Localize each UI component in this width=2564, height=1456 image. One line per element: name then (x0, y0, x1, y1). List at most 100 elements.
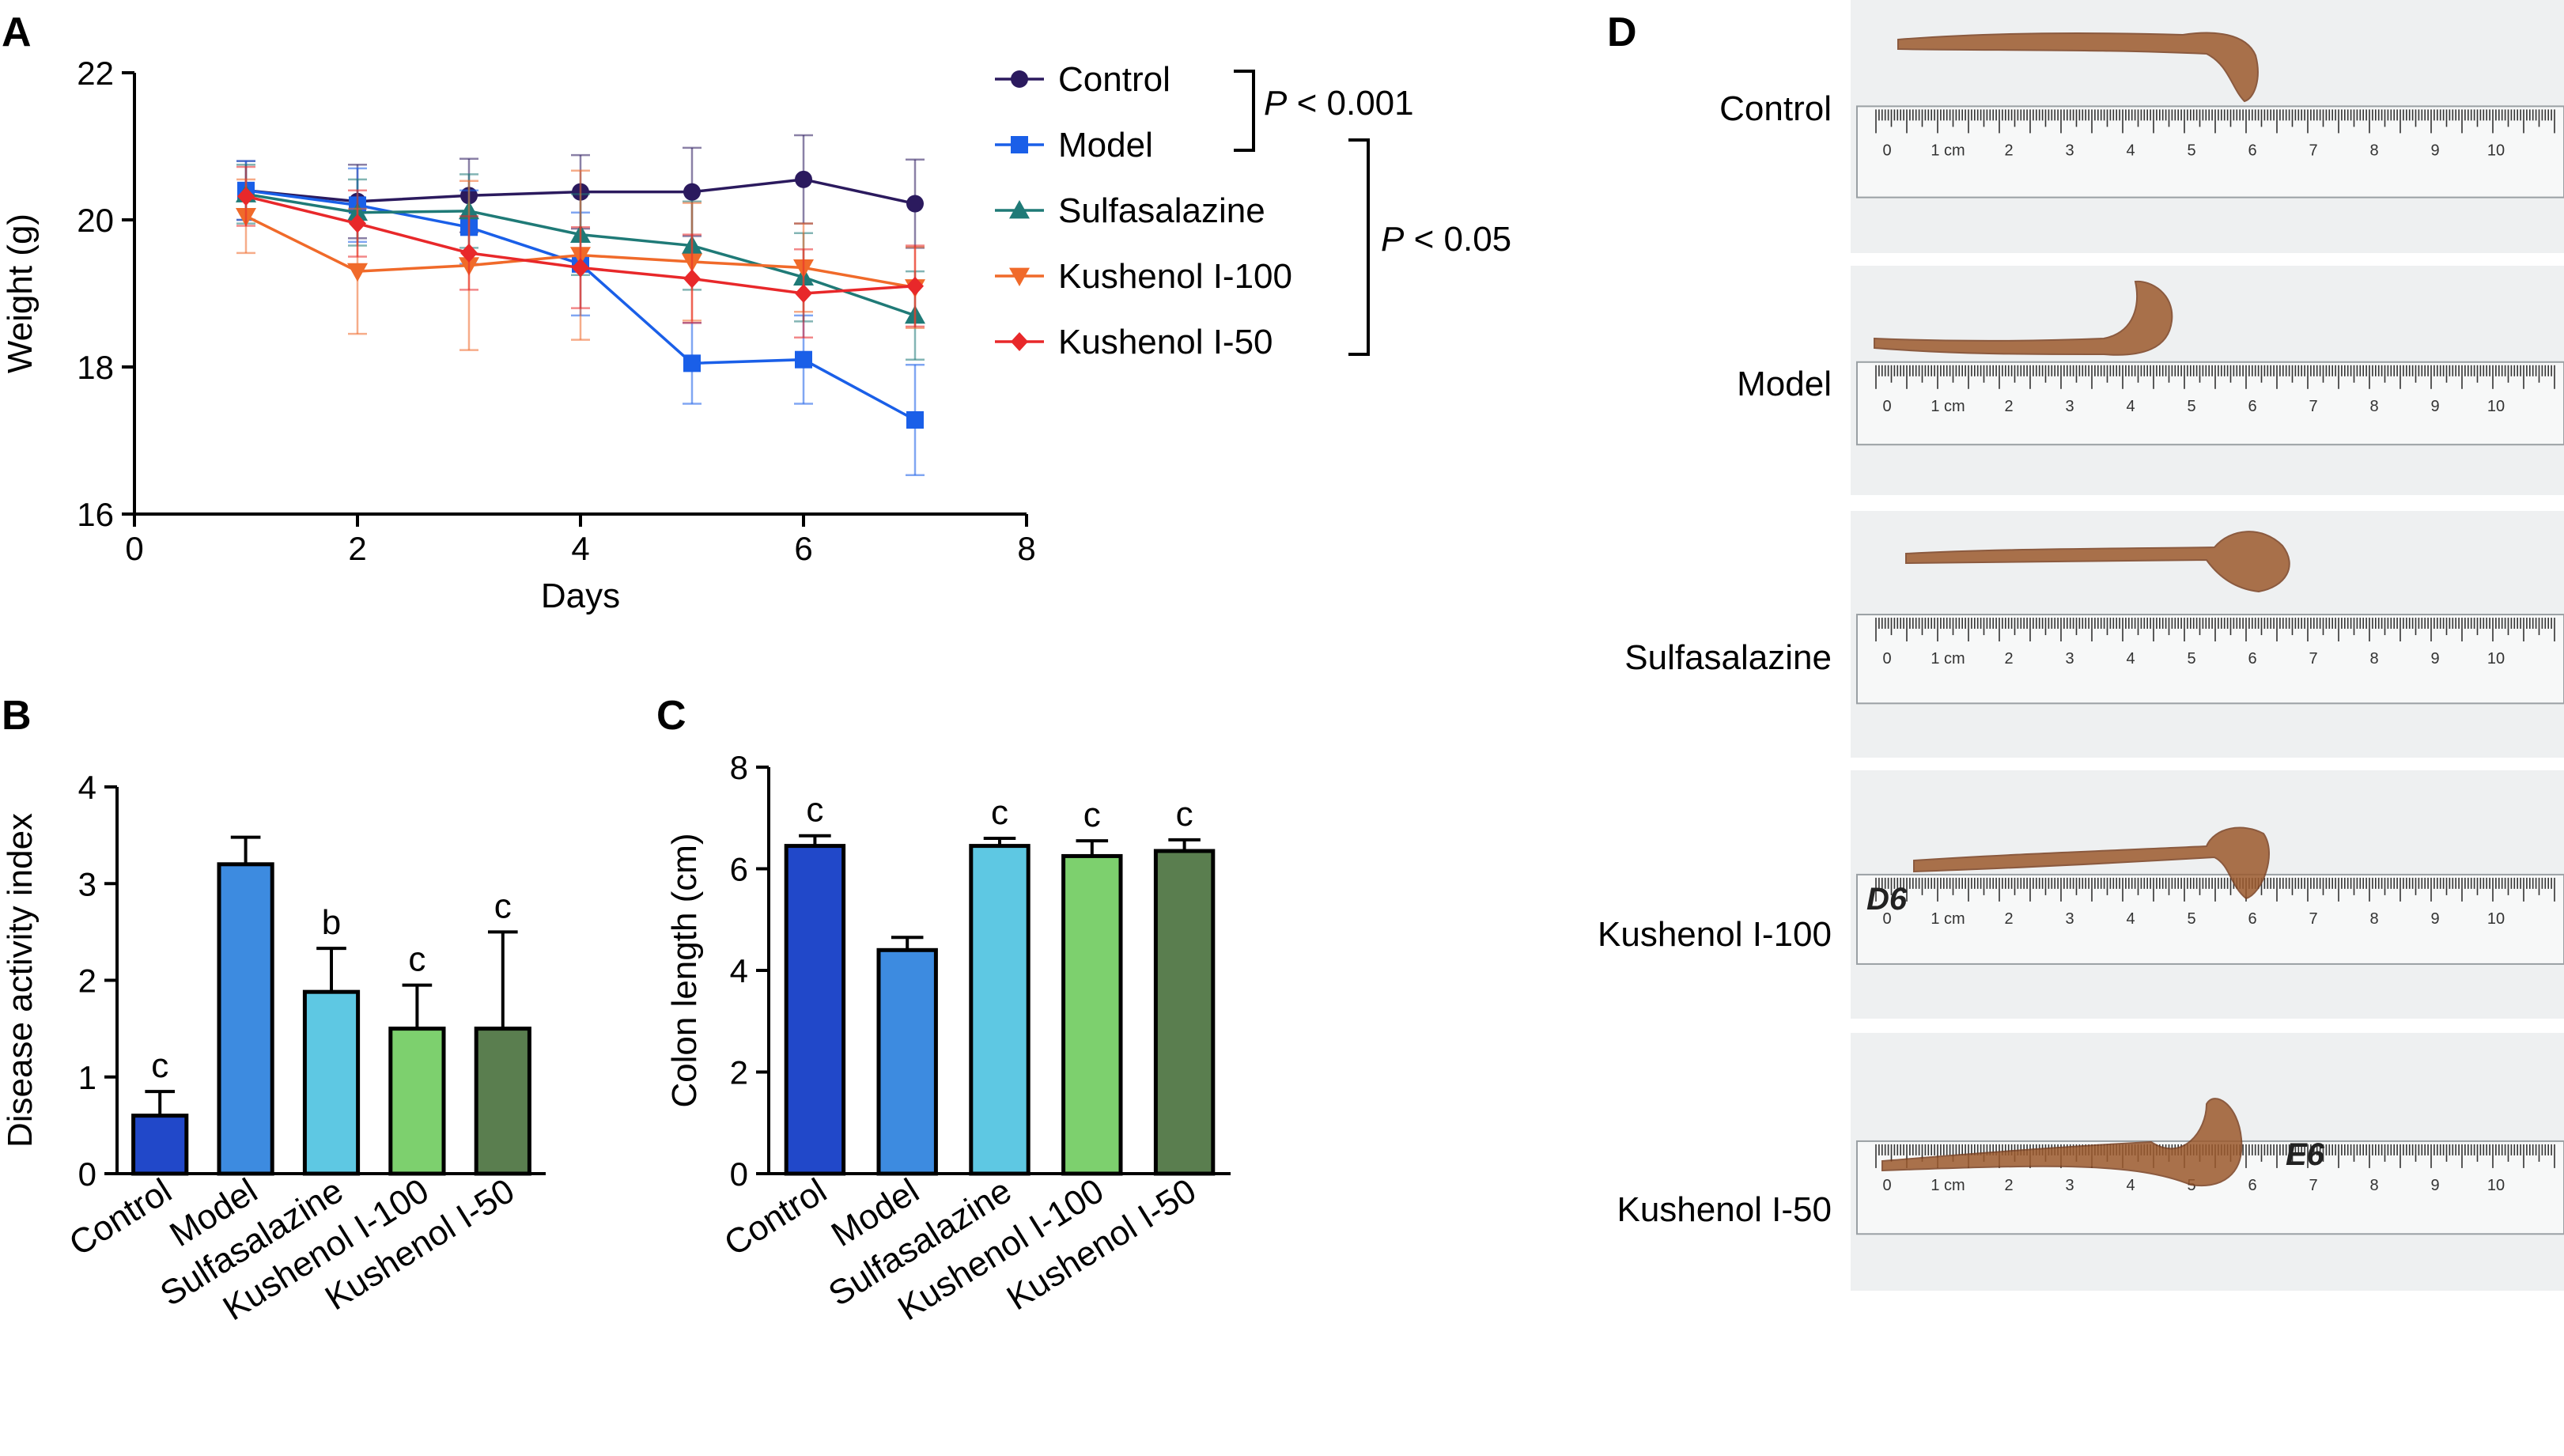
p-threshold: < 0.05 (1404, 220, 1511, 259)
ruler-number: 8 (2369, 398, 2378, 415)
ruler-number: 7 (2309, 142, 2317, 159)
ruler-number: 7 (2309, 650, 2317, 667)
data-point (906, 276, 924, 296)
data-point (795, 284, 812, 303)
data-point (683, 269, 701, 289)
ruler-number: 0 (1882, 650, 1891, 667)
data-point (237, 187, 255, 206)
ruler-number: 10 (2487, 142, 2505, 159)
panel-label-c: C (656, 693, 686, 739)
weight-chart-legend: Control Model Sulfasalazine Kushenol I-100 K… (995, 60, 1292, 361)
handwritten-mark: D6 (1866, 882, 1908, 917)
bar-sulfasalazine (302, 989, 361, 1176)
significance-letter: c (494, 887, 512, 925)
weight-chart-series (236, 134, 925, 476)
y-tick-label: 0 (78, 1155, 96, 1193)
significance-bracket (1234, 70, 1255, 152)
bar-control (784, 844, 846, 1176)
y-tick-label: 0 (730, 1155, 748, 1193)
ruler-number: 1 cm (1931, 398, 1965, 415)
y-tick-label: 3 (78, 865, 96, 902)
ruler-number: 7 (2309, 910, 2317, 928)
y-axis-title: Disease activity index (1, 813, 40, 1148)
ruler-number: 10 (2487, 650, 2505, 667)
significance-letter: c (151, 1046, 168, 1085)
ruler-number: 2 (2004, 650, 2013, 667)
ruler-number: 6 (2248, 142, 2256, 159)
significance-letter: c (408, 940, 425, 979)
ruler-number: 5 (2187, 910, 2195, 928)
colon-tissue (1905, 531, 2290, 593)
significance-label: P < 0.05 (1381, 220, 1511, 259)
ruler-number: 1 cm (1931, 142, 1965, 159)
ruler-number: 3 (2065, 398, 2074, 415)
data-point (683, 354, 701, 373)
ruler-number: 7 (2309, 1177, 2317, 1194)
y-tick-label: 20 (77, 202, 114, 239)
photo-label: Kushenol I-50 (1617, 1190, 1832, 1229)
ruler-number: 4 (2126, 910, 2135, 928)
ruler-number: 6 (2248, 650, 2256, 667)
bar-kushenol-i-100 (388, 1027, 446, 1176)
significance-letter: c (991, 793, 1008, 832)
ruler-number: 4 (2126, 142, 2135, 159)
data-point (460, 243, 478, 263)
data-point (906, 410, 924, 429)
photo-label: Sulfasalazine (1624, 638, 1832, 677)
legend-label: Sulfasalazine (1058, 191, 1265, 230)
ruler-number: 10 (2487, 1177, 2505, 1194)
ruler-number: 8 (2369, 142, 2378, 159)
ruler-number: 8 (2369, 1177, 2378, 1194)
ruler-number: 5 (2187, 142, 2195, 159)
y-tick-label: 4 (78, 769, 96, 806)
weight-line-chart: 16 18 20 22 0 2 4 6 8 Days Weight (g) Control Model… (1, 55, 1511, 615)
ruler-number: 3 (2065, 142, 2074, 159)
photo-label: Kushenol I-100 (1598, 915, 1832, 954)
data-point (572, 258, 589, 278)
significance-letter: c (806, 791, 823, 830)
data-point (906, 195, 924, 213)
colon-tissue (1897, 32, 2259, 103)
weight-chart-axes: 16 18 20 22 0 2 4 6 8 Days Weight (g) (1, 55, 1036, 615)
ruler-number: 10 (2487, 910, 2505, 928)
y-tick-label: 6 (730, 851, 748, 888)
legend-marker (1011, 70, 1028, 88)
data-point (795, 170, 812, 188)
ruler-number: 6 (2248, 910, 2256, 928)
significance-bracket (1348, 138, 1370, 356)
photo-model: 0 1 cm 2 3 4 5 6 7 8 9 10 (1851, 266, 2564, 495)
colon-tissue (1874, 280, 2173, 356)
ruler-number: 9 (2430, 142, 2439, 159)
legend-marker (1009, 267, 1030, 286)
x-tick-label: 4 (571, 530, 589, 567)
photo-control: 0 1 cm 2 3 4 5 6 7 8 9 10 (1851, 0, 2564, 253)
y-axis-title: Weight (g) (1, 214, 40, 373)
ruler-number: 5 (2187, 650, 2195, 667)
ruler-number: 3 (2065, 910, 2074, 928)
ruler-number: 7 (2309, 398, 2317, 415)
y-tick-label: 22 (77, 55, 114, 92)
ruler-number: 4 (2126, 1177, 2135, 1194)
significance-letter: c (1176, 795, 1193, 834)
handwritten-mark: E6 (2286, 1137, 2325, 1172)
x-tick-label: 2 (348, 530, 366, 567)
colon-tissue (1913, 826, 2271, 900)
panel-label-b: B (2, 693, 32, 739)
y-tick-label: 2 (730, 1054, 748, 1091)
legend-marker (1009, 200, 1030, 219)
ruler-number: 2 (2004, 910, 2013, 928)
y-tick-label: 8 (730, 749, 748, 786)
data-point (683, 183, 701, 201)
x-tick-label: 8 (1017, 530, 1035, 567)
ruler-number: 0 (1882, 398, 1891, 415)
ruler-number: 2 (2004, 142, 2013, 159)
x-axis-title: Days (541, 577, 620, 615)
legend-label: Kushenol I-50 (1058, 323, 1273, 361)
data-point (795, 350, 812, 369)
significance-letter: b (322, 903, 341, 942)
ruler-number: 1 cm (1931, 910, 1965, 928)
ruler-number: 0 (1882, 142, 1891, 159)
photo-label: Model (1737, 365, 1832, 403)
ruler-number: 8 (2369, 650, 2378, 667)
